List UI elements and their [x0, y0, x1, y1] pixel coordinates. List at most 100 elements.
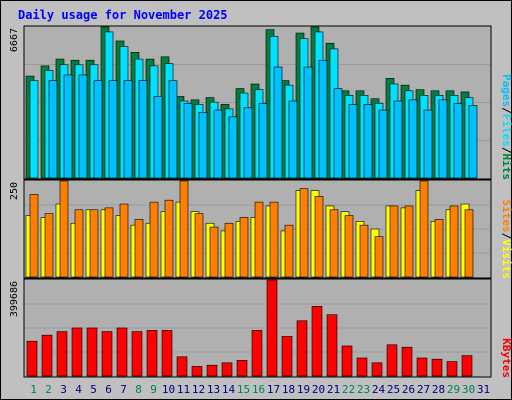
bar-pages-day-25	[393, 100, 403, 179]
bar-sites-day-7	[119, 203, 129, 278]
legend-sites: Sites	[500, 200, 512, 233]
legend-files: Files	[500, 114, 512, 147]
x-label-day-26: 26	[402, 383, 415, 396]
x-label-day-30: 30	[462, 383, 475, 396]
bar-pages-day-23	[363, 104, 373, 179]
bar-kbytes-day-21	[326, 314, 338, 377]
bar-sites-day-24	[374, 236, 384, 278]
legend-visits: Visits	[500, 239, 512, 279]
bar-kbytes-day-18	[281, 336, 293, 377]
bar-pages-day-10	[168, 80, 178, 179]
y-max-label: 6667	[9, 28, 20, 52]
bar-pages-day-19	[303, 66, 313, 179]
x-label-day-12: 12	[192, 383, 205, 396]
x-label-day-21: 21	[327, 383, 340, 396]
bar-kbytes-day-10	[161, 330, 173, 377]
bar-pages-day-28	[438, 99, 448, 179]
bar-pages-day-6	[108, 80, 118, 179]
bar-sites-day-13	[209, 226, 219, 278]
bar-pages-day-22	[348, 104, 358, 179]
x-label-day-2: 2	[45, 383, 52, 396]
x-label-day-28: 28	[432, 383, 445, 396]
bar-kbytes-day-30	[461, 355, 473, 377]
x-label-day-31: 31	[477, 383, 490, 396]
x-label-day-20: 20	[312, 383, 325, 396]
bar-pages-day-5	[93, 80, 103, 179]
x-label-day-8: 8	[135, 383, 142, 396]
x-label-day-19: 19	[297, 383, 310, 396]
bar-pages-day-29	[453, 102, 463, 179]
bar-kbytes-day-11	[176, 356, 188, 377]
bar-kbytes-day-8	[131, 331, 143, 377]
x-label-day-29: 29	[447, 383, 460, 396]
x-label-day-4: 4	[75, 383, 82, 396]
bar-sites-day-6	[104, 207, 114, 278]
bar-sites-day-15	[239, 217, 249, 278]
bar-kbytes-day-20	[311, 306, 323, 377]
bar-sites-day-9	[149, 201, 159, 278]
bar-pages-day-15	[243, 107, 253, 179]
bar-pages-day-8	[138, 80, 148, 179]
legend-visits-sites: Sites/Visits	[500, 200, 512, 280]
bar-sites-day-30	[464, 209, 474, 278]
bar-sites-day-28	[434, 219, 444, 278]
x-label-day-13: 13	[207, 383, 220, 396]
bar-kbytes-day-7	[116, 327, 128, 377]
x-label-day-10: 10	[162, 383, 175, 396]
legend-separator: /	[500, 147, 512, 154]
bar-kbytes-day-1	[26, 340, 38, 377]
bar-sites-day-8	[134, 219, 144, 278]
x-label-day-15: 15	[237, 383, 250, 396]
bar-sites-day-23	[359, 224, 369, 278]
bar-pages-day-12	[198, 112, 208, 179]
bar-kbytes-day-4	[71, 327, 83, 377]
bar-kbytes-day-28	[431, 358, 443, 377]
bar-kbytes-day-6	[101, 331, 113, 377]
x-axis-labels: 1 2 3 4 5 6 7 8 9 10 11 12 13 14 15 16 17 18 19 20 21 22 23 24 2…	[30, 383, 490, 396]
bar-kbytes-day-26	[401, 346, 413, 377]
bar-sites-day-1	[29, 194, 39, 278]
bar-sites-day-21	[329, 209, 339, 278]
bar-pages-day-4	[78, 74, 88, 179]
x-label-day-6: 6	[105, 383, 112, 396]
bar-sites-day-22	[344, 215, 354, 278]
bar-kbytes-day-24	[371, 362, 383, 377]
bar-sites-day-27	[419, 180, 429, 278]
bar-sites-day-18	[284, 224, 294, 278]
y-max-label: 399686	[9, 281, 20, 317]
bar-sites-day-5	[89, 209, 99, 278]
bar-sites-day-25	[389, 205, 399, 278]
bar-kbytes-day-29	[446, 361, 458, 377]
bar-pages-day-14	[228, 116, 238, 179]
bar-sites-day-2	[44, 213, 54, 278]
bar-sites-day-14	[224, 222, 234, 278]
x-label-day-7: 7	[120, 383, 127, 396]
legend-pages: Pages	[500, 74, 512, 107]
bar-kbytes-day-16	[251, 330, 263, 377]
x-label-day-5: 5	[90, 383, 97, 396]
bar-sites-day-4	[74, 209, 84, 278]
bar-pages-day-11	[183, 102, 193, 179]
x-label-day-24: 24	[372, 383, 386, 396]
bar-kbytes-day-2	[41, 334, 53, 377]
x-label-day-27: 27	[417, 383, 430, 396]
bar-pages-day-13	[213, 109, 223, 179]
legend-hits: Hits	[500, 154, 512, 181]
bar-kbytes-day-22	[341, 345, 353, 377]
bar-sites-day-19	[299, 188, 309, 278]
x-label-day-17: 17	[267, 383, 280, 396]
x-label-day-22: 22	[342, 383, 355, 396]
bar-kbytes-day-27	[416, 357, 428, 377]
bar-pages-day-21	[333, 88, 343, 179]
bar-sites-day-20	[314, 196, 324, 278]
bar-kbytes-day-12	[191, 366, 203, 377]
bar-pages-day-7	[123, 80, 133, 179]
y-max-label: 250	[9, 182, 20, 200]
x-label-day-14: 14	[222, 383, 236, 396]
bar-sites-day-17	[269, 201, 279, 278]
bar-pages-day-16	[258, 102, 268, 179]
bar-pages-day-30	[468, 105, 478, 179]
legend-separator: /	[500, 233, 512, 240]
bar-sites-day-11	[179, 180, 189, 278]
